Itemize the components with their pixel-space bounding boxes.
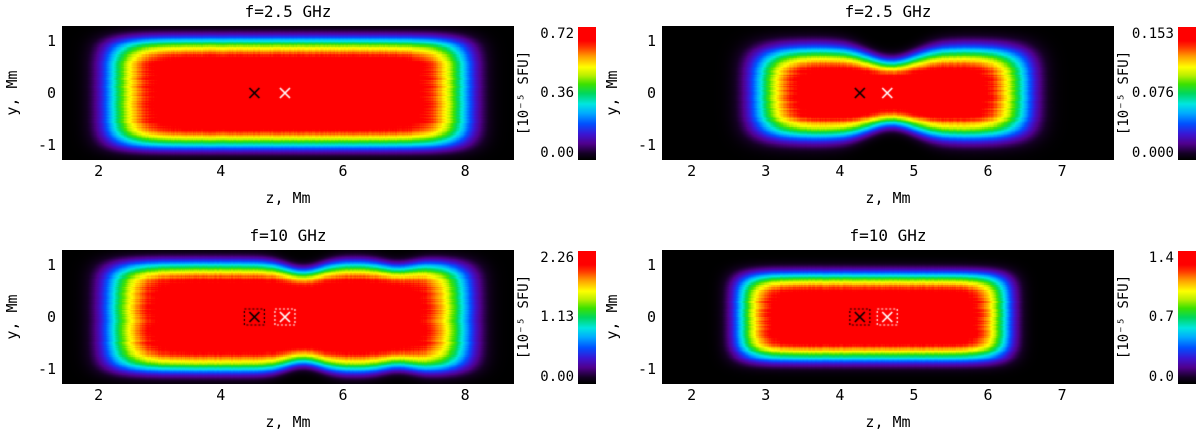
- heatmap-panel-bottom-left: f=10 GHz y, Mm z, Mm [10⁻⁵ SFU] 1 0 -1 2 4 6 8…: [0, 224, 600, 448]
- heatmap-canvas: [62, 26, 514, 160]
- x-axis-label: z, Mm: [662, 414, 1114, 431]
- y-tick-label: 1: [612, 257, 656, 273]
- x-tick-label: 7: [1034, 163, 1090, 179]
- y-tick-label: 1: [12, 33, 56, 49]
- heatmap-panel-bottom-right: f=10 GHz y, Mm z, Mm [10⁻⁵ SFU] 1 0 -1 2 3 4 5…: [600, 224, 1200, 448]
- x-tick-label: 4: [193, 163, 249, 179]
- x-tick-label: 2: [664, 387, 720, 403]
- colorbar-tick-label: 0.00: [518, 145, 574, 161]
- colorbar-tick-label: 1.4: [1118, 250, 1174, 266]
- colorbar-tick-label: 0.0: [1118, 369, 1174, 385]
- colorbar-tick-label: 0.36: [518, 85, 574, 101]
- heatmap-canvas: [62, 250, 514, 384]
- panel-title: f=2.5 GHz: [62, 3, 514, 21]
- x-tick-label: 3: [738, 387, 794, 403]
- x-tick-label: 2: [71, 163, 127, 179]
- x-axis-label: z, Mm: [62, 414, 514, 431]
- colorbar-tick-label: 0.7: [1118, 309, 1174, 325]
- x-tick-label: 4: [193, 387, 249, 403]
- x-tick-label: 6: [315, 163, 371, 179]
- x-axis-label: z, Mm: [62, 190, 514, 207]
- panel-title: f=10 GHz: [662, 227, 1114, 245]
- heatmap-panel-top-left: f=2.5 GHz y, Mm z, Mm [10⁻⁵ SFU] 1 0 -1 2 4 6…: [0, 0, 600, 224]
- x-tick-label: 3: [738, 163, 794, 179]
- colorbar-tick-label: 0.076: [1118, 85, 1174, 101]
- colorbar-tick-label: 0.153: [1118, 26, 1174, 42]
- x-tick-label: 2: [71, 387, 127, 403]
- y-tick-label: 1: [612, 33, 656, 49]
- x-tick-label: 6: [315, 387, 371, 403]
- heatmap-panel-top-right: f=2.5 GHz y, Mm z, Mm [10⁻⁵ SFU] 1 0 -1 2 3 4…: [600, 0, 1200, 224]
- x-tick-label: 6: [960, 387, 1016, 403]
- y-tick-label: 0: [612, 85, 656, 101]
- colorbar-gradient: [1178, 251, 1196, 384]
- y-tick-label: 0: [12, 85, 56, 101]
- x-tick-label: 8: [437, 387, 493, 403]
- colorbar-tick-label: 0.00: [518, 369, 574, 385]
- y-tick-label: -1: [612, 361, 656, 377]
- x-tick-label: 2: [664, 163, 720, 179]
- panel-title: f=2.5 GHz: [662, 3, 1114, 21]
- x-tick-label: 4: [812, 163, 868, 179]
- y-tick-label: -1: [612, 137, 656, 153]
- colorbar-tick-label: 2.26: [518, 250, 574, 266]
- x-tick-label: 5: [886, 387, 942, 403]
- x-tick-label: 8: [437, 163, 493, 179]
- y-tick-label: 0: [612, 309, 656, 325]
- y-tick-label: -1: [12, 137, 56, 153]
- colorbar-tick-label: 1.13: [518, 309, 574, 325]
- x-axis-label: z, Mm: [662, 190, 1114, 207]
- y-tick-label: 0: [12, 309, 56, 325]
- colorbar-gradient: [578, 251, 596, 384]
- heatmap-canvas: [662, 26, 1114, 160]
- heatmap-canvas: [662, 250, 1114, 384]
- colorbar-tick-label: 0.72: [518, 26, 574, 42]
- x-tick-label: 5: [886, 163, 942, 179]
- x-tick-label: 4: [812, 387, 868, 403]
- y-tick-label: 1: [12, 257, 56, 273]
- panel-title: f=10 GHz: [62, 227, 514, 245]
- x-tick-label: 6: [960, 163, 1016, 179]
- colorbar-gradient: [1178, 27, 1196, 160]
- figure-grid: f=2.5 GHz y, Mm z, Mm [10⁻⁵ SFU] 1 0 -1 2 4 6…: [0, 0, 1200, 448]
- y-tick-label: -1: [12, 361, 56, 377]
- colorbar-tick-label: 0.000: [1118, 145, 1174, 161]
- x-tick-label: 7: [1034, 387, 1090, 403]
- colorbar-gradient: [578, 27, 596, 160]
